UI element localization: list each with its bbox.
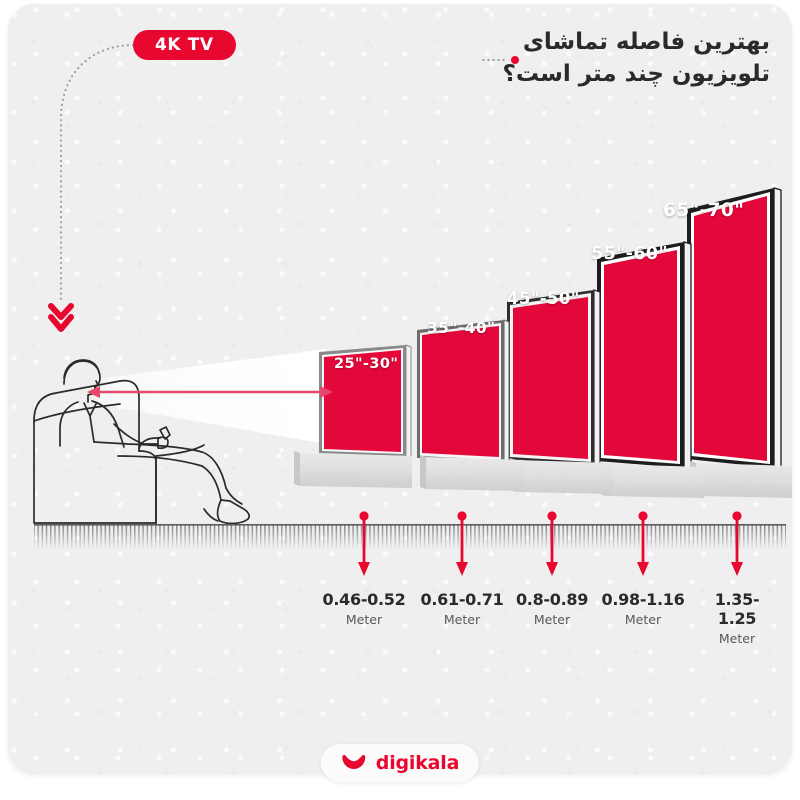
distance-value-5: 1.35-1.25	[714, 590, 760, 628]
title-line-1: بهترین فاصله تماشای	[522, 29, 770, 55]
tv-stand-45-50	[510, 458, 614, 494]
infographic-card: 4K TV بهترین فاصله تماشای تلویزیون چند م…	[8, 4, 792, 774]
page-title: بهترین فاصله تماشای تلویزیون چند متر است…	[480, 26, 771, 90]
distance-value-3: 0.8-0.89	[515, 590, 589, 609]
double-headed-arrow-icon	[87, 386, 333, 398]
tv-size-label-35-40: 35"-40"	[427, 319, 496, 337]
tv-stands	[294, 451, 792, 498]
distance-label-5: 1.35-1.25 Meter	[710, 590, 765, 646]
distance-unit-4: Meter	[624, 612, 662, 627]
distance-unit-1: Meter	[345, 612, 383, 627]
tv-panel-55-60	[597, 241, 692, 471]
title-dotted-leader-icon	[480, 59, 505, 61]
measurement-pointers	[358, 511, 743, 576]
tv-size-label-65-70: 65"-70"	[663, 200, 745, 221]
hatched-ground-line-icon	[34, 524, 786, 549]
distance-value-2: 0.61-0.71	[420, 590, 504, 609]
title-line-2: تلویزیون چند متر است؟	[502, 61, 771, 87]
tv-stand-25-30	[294, 451, 412, 488]
tv-panel-35-40	[417, 319, 510, 465]
viewing-cone-icon	[98, 349, 326, 444]
distance-label-1: 0.46-0.52 Meter	[323, 590, 406, 627]
digikala-wordmark: digikala	[375, 752, 460, 774]
measurement-pointer-4	[637, 511, 649, 576]
tv-size-label-55-60: 55"-60"	[591, 244, 669, 264]
distance-value-4: 0.98-1.16	[601, 590, 685, 609]
tv-distance-scene	[33, 187, 792, 576]
title-bullet-dot-icon	[510, 56, 519, 64]
dotted-connector-path	[48, 43, 135, 332]
digikala-logo[interactable]: digikala	[320, 744, 480, 782]
distance-unit-2: Meter	[443, 612, 481, 627]
measurement-pointer-3	[546, 511, 558, 576]
measurement-pointer-1	[358, 511, 370, 576]
badge-4k-tv[interactable]: 4K TV	[133, 30, 236, 60]
measurement-pointer-2	[456, 511, 468, 576]
tv-panel-65-70	[687, 187, 782, 471]
tv-size-label-45-50: 45"-50"	[507, 289, 580, 308]
tv-stand-65-70	[690, 461, 792, 498]
distance-value-1: 0.46-0.52	[322, 590, 406, 609]
distance-label-2: 0.61-0.71 Meter	[421, 590, 504, 627]
person-in-armchair-icon	[33, 359, 251, 525]
tv-stand-55-60	[600, 462, 704, 498]
digikala-smile-icon	[342, 755, 366, 769]
double-chevron-down-icon	[48, 303, 74, 332]
tv-stand-35-40	[420, 455, 524, 491]
tv-panel-45-50	[507, 289, 601, 468]
measurement-pointer-5	[731, 511, 743, 576]
badge-label: 4K TV	[155, 35, 214, 55]
distance-unit-5: Meter	[718, 631, 756, 646]
tv-size-label-25-30: 25"-30"	[334, 356, 399, 372]
distance-label-4: 0.98-1.16 Meter	[602, 590, 685, 627]
distance-unit-3: Meter	[533, 612, 571, 627]
distance-label-3: 0.8-0.89 Meter	[516, 590, 588, 627]
